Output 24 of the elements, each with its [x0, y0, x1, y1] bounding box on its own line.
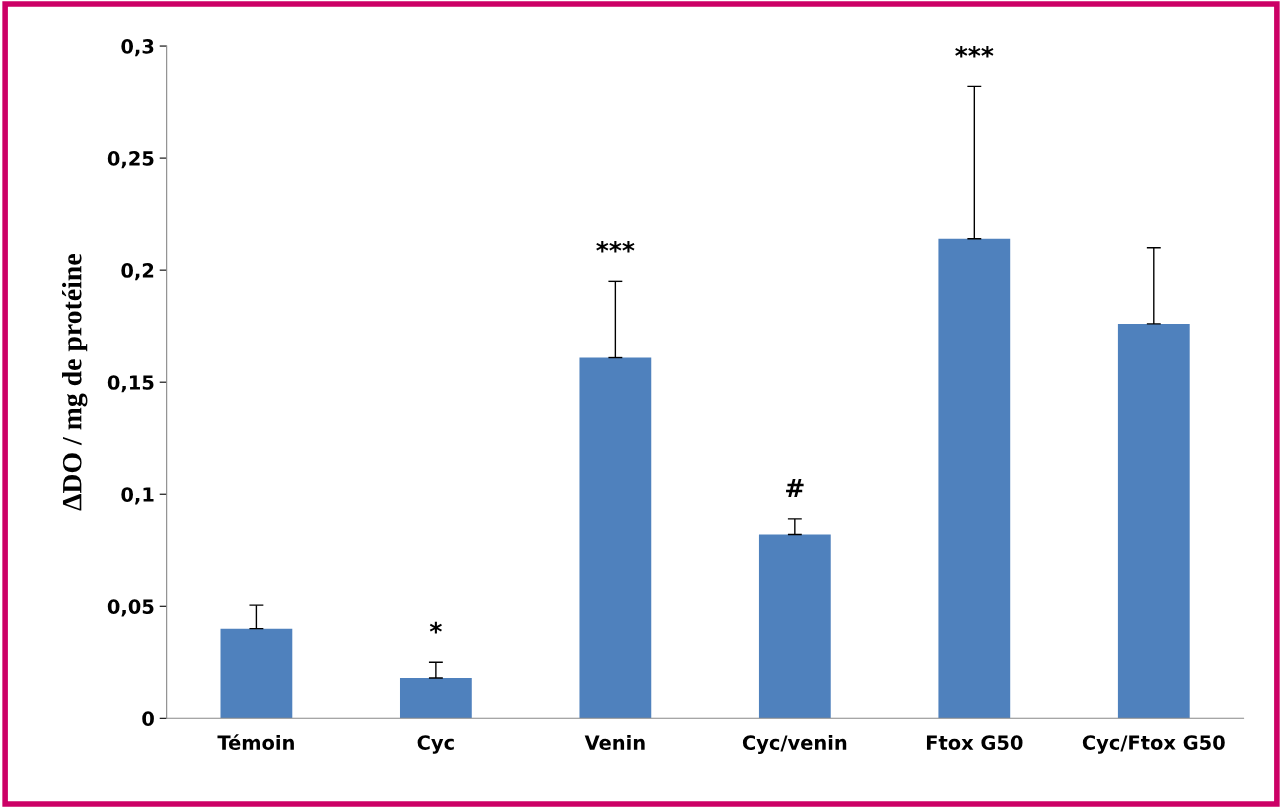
y-tick-label: 0,2: [121, 263, 154, 281]
annotation: *: [429, 621, 442, 634]
bar: [579, 357, 652, 719]
y-tick-label: 0,1: [121, 487, 154, 505]
bar: [938, 238, 1011, 719]
x-tick-label: Cyc/venin: [742, 734, 847, 754]
bar: [399, 677, 472, 719]
x-tick-label: Cyc/Ftox G50: [1082, 735, 1225, 754]
bar: [758, 534, 831, 719]
y-tick-label: 0,3: [121, 39, 154, 57]
y-tick-label: 0,25: [107, 151, 154, 169]
annotation: ***: [955, 45, 994, 58]
x-tick-label: Ftox G50: [926, 735, 1023, 751]
y-axis-title: ΔDO / mg de protéine: [62, 254, 88, 511]
bar: [220, 628, 293, 719]
y-tick-label: 0,15: [107, 375, 154, 393]
bar: [1117, 323, 1190, 719]
x-tick-label: Cyc: [417, 735, 454, 754]
x-tick-label: Venin: [584, 734, 645, 751]
annotation: ***: [596, 240, 635, 253]
x-tick-label: Témoin: [217, 734, 294, 751]
annotation: #: [786, 479, 804, 498]
y-tick-label: 0,05: [107, 599, 154, 617]
y-tick-label: 0: [142, 711, 154, 726]
